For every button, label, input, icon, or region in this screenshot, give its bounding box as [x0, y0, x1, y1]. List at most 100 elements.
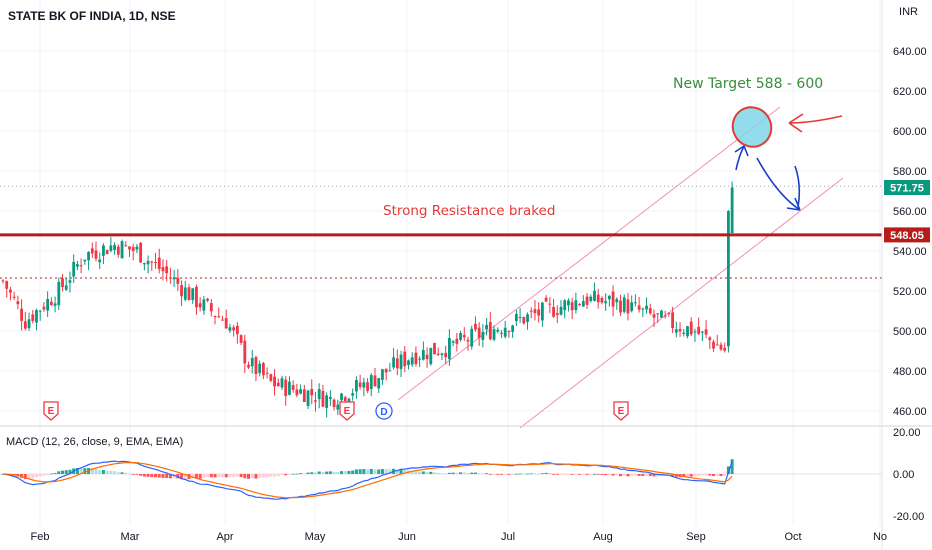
macd-histogram-bar: [38, 474, 42, 477]
price-tick-label: 620.00: [893, 86, 927, 98]
time-tick-label: Feb: [31, 531, 50, 543]
candle-body: [537, 309, 541, 316]
candle-body: [674, 329, 678, 333]
macd-histogram-bar: [68, 469, 72, 474]
macd-histogram-bar: [436, 472, 440, 474]
macd-histogram-bar: [578, 474, 582, 475]
candle-body: [384, 368, 388, 373]
candle-body: [250, 357, 254, 367]
candle-body: [421, 349, 425, 360]
macd-histogram-bar: [213, 474, 217, 478]
macd-histogram-bar: [447, 472, 451, 474]
macd-histogram-bar: [31, 474, 35, 479]
candle-body: [113, 245, 116, 250]
macd-histogram-bar: [46, 474, 50, 475]
macd-histogram-bar: [258, 474, 262, 478]
macd-histogram-bar: [116, 472, 120, 474]
candle-body: [429, 347, 433, 365]
time-tick-label: No: [873, 531, 887, 543]
candle-body: [161, 267, 165, 272]
candle-body: [150, 261, 154, 263]
macd-histogram-bar: [34, 474, 38, 478]
resistance-price-text: 548.05: [890, 230, 924, 242]
time-tick-label: Jun: [398, 531, 416, 543]
macd-histogram-bar: [529, 473, 533, 475]
macd-histogram-bar: [302, 473, 306, 475]
macd-histogram-bar: [682, 474, 686, 478]
candle-body: [470, 328, 474, 347]
macd-histogram-bar: [715, 474, 719, 476]
candle-body: [723, 347, 727, 351]
macd-histogram-bar: [380, 469, 384, 474]
symbol-title[interactable]: STATE BK OF INDIA, 1D, NSE: [8, 9, 176, 23]
earnings-marker[interactable]: E: [339, 401, 355, 421]
macd-histogram-bar: [689, 474, 693, 477]
candle-body: [314, 400, 317, 402]
macd-histogram-bar: [433, 472, 437, 474]
macd-histogram-bar: [440, 473, 444, 474]
candle-body: [652, 314, 656, 318]
macd-histogram-bar: [124, 472, 128, 474]
macd-histogram-bar: [570, 474, 574, 475]
candle-body: [165, 266, 169, 274]
macd-histogram-bar: [492, 474, 496, 475]
macd-histogram-bar: [369, 468, 373, 474]
red-arrow: [788, 113, 843, 133]
macd-histogram-bar: [455, 472, 459, 474]
candle-body: [306, 390, 310, 407]
candle-body: [139, 242, 143, 263]
earnings-marker[interactable]: E: [43, 401, 59, 421]
macd-line: [2, 460, 733, 500]
macd-histogram-bar: [243, 474, 247, 479]
macd-histogram-bar: [708, 474, 712, 476]
candle-body: [302, 389, 306, 402]
candle-body: [526, 314, 529, 322]
candle-body: [589, 296, 593, 302]
candle-body: [265, 372, 269, 374]
price-tick-label: 600.00: [893, 126, 927, 138]
dividend-marker[interactable]: D: [375, 402, 393, 420]
earnings-marker[interactable]: E: [613, 401, 629, 421]
candle-body: [76, 264, 79, 267]
macd-histogram-bar: [168, 474, 172, 479]
candle-body: [466, 339, 470, 342]
macd-tick-label: 0.00: [893, 469, 914, 481]
macd-histogram-bar: [325, 471, 329, 474]
macd-histogram-bar: [295, 473, 299, 475]
resistance-price-label: 548.05: [884, 227, 930, 243]
macd-histogram-bar: [377, 469, 381, 474]
macd-histogram-bar: [239, 474, 243, 477]
candle-body: [20, 308, 23, 321]
macd-histogram-bar: [220, 474, 224, 478]
macd-histogram-bar: [566, 474, 570, 475]
candle-body: [414, 352, 418, 365]
candle-body: [555, 313, 559, 316]
macd-histogram-bar: [619, 474, 623, 477]
time-axis[interactable]: Feb Mar Apr May Jun Jul Aug Sep Oct No: [31, 531, 888, 543]
macd-histogram-bar: [444, 473, 448, 475]
candle-body: [462, 335, 466, 338]
price-axis[interactable]: 460.00 480.00 500.00 520.00 540.00 560.00 580.…: [893, 46, 927, 418]
target-ellipse: [731, 106, 773, 148]
candle-body: [500, 332, 503, 334]
macd-histogram-bar: [232, 474, 236, 477]
candle-body: [180, 285, 183, 297]
macd-histogram-bar: [473, 472, 477, 474]
macd-histogram-bar: [555, 474, 559, 475]
macd-histogram-bar: [313, 472, 317, 474]
macd-histogram-bar: [574, 474, 578, 475]
macd-histogram-bar: [340, 471, 344, 474]
candle-body: [381, 369, 384, 380]
candle-body: [559, 306, 563, 315]
macd-histogram-bar: [366, 469, 370, 474]
macd-histogram-bar: [507, 474, 511, 475]
target-annotation: New Target 588 - 600: [673, 76, 824, 92]
macd-histogram-bar: [135, 474, 139, 475]
candle-body: [593, 290, 596, 301]
macd-histogram-bar: [559, 474, 563, 475]
macd-histogram-bar: [194, 474, 198, 479]
macd-histogram-bar: [544, 472, 548, 474]
candle-body: [262, 363, 265, 376]
macd-histogram-bar: [552, 474, 556, 475]
